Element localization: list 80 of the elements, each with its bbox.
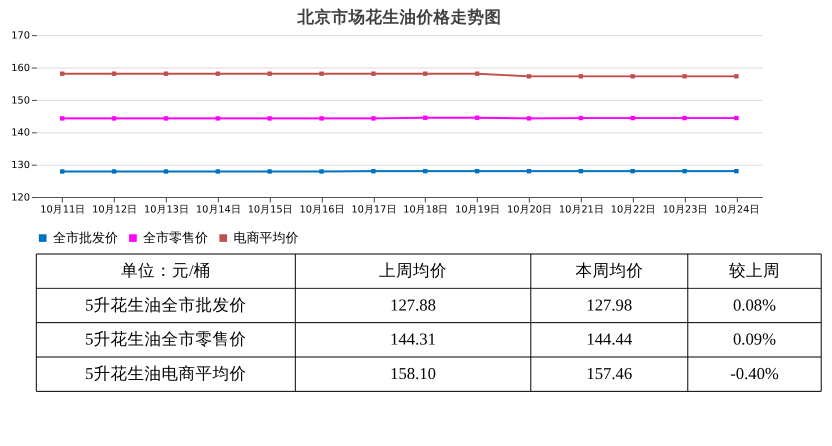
point bbox=[423, 72, 428, 76]
x-tick-label: 10月22日 bbox=[610, 204, 656, 216]
point bbox=[423, 168, 428, 174]
point bbox=[682, 116, 687, 120]
point bbox=[319, 72, 324, 76]
point bbox=[267, 72, 272, 76]
point bbox=[630, 168, 635, 174]
x-tick-label: 10月23日 bbox=[662, 204, 708, 216]
x-tick-label: 10月24日 bbox=[714, 204, 760, 216]
text: 5升花生油电商平均价 bbox=[85, 364, 246, 384]
text: 上周均价 bbox=[379, 261, 448, 280]
point bbox=[267, 116, 272, 121]
x-tick-label: 10月16日 bbox=[300, 204, 344, 216]
x-tick-label: 10月19日 bbox=[455, 204, 500, 216]
point bbox=[216, 116, 220, 121]
point bbox=[578, 168, 584, 174]
point bbox=[682, 168, 687, 174]
y-tick-label: 150 bbox=[11, 95, 30, 106]
point bbox=[371, 168, 376, 174]
point bbox=[630, 116, 635, 120]
point bbox=[371, 116, 376, 121]
point bbox=[423, 116, 428, 120]
text: 0.08% bbox=[732, 295, 776, 314]
y-tick-label: 170 bbox=[11, 30, 30, 42]
text: 157.46 bbox=[586, 364, 632, 384]
chart-title: 北京市场花生油价格走势图 bbox=[296, 7, 502, 26]
point bbox=[164, 116, 168, 121]
point bbox=[734, 168, 739, 174]
point bbox=[216, 72, 220, 76]
point bbox=[216, 169, 220, 174]
point bbox=[267, 169, 272, 174]
point bbox=[319, 116, 324, 121]
y-tick-label: 130 bbox=[11, 160, 30, 172]
text: 本周均价 bbox=[575, 261, 644, 280]
text: 127.88 bbox=[390, 295, 436, 314]
y-tick-label: 160 bbox=[11, 62, 30, 74]
point bbox=[682, 74, 687, 78]
x-tick-label: 10月13日 bbox=[144, 204, 189, 216]
point bbox=[734, 74, 739, 78]
x-tick-label: 10月18日 bbox=[403, 204, 448, 216]
text: 127.98 bbox=[586, 295, 632, 314]
point bbox=[578, 74, 584, 78]
text: 5升花生油全市零售价 bbox=[85, 330, 246, 349]
legend-label: 电商平均价 bbox=[234, 230, 299, 246]
text: 单位：元/桶 bbox=[120, 261, 211, 280]
text: 较上周 bbox=[728, 261, 780, 280]
legend-label: 全市批发价 bbox=[52, 230, 118, 246]
point bbox=[526, 116, 532, 121]
text: -0.40% bbox=[730, 364, 779, 384]
point bbox=[112, 72, 116, 76]
x-tick-label: 10月12日 bbox=[92, 204, 138, 216]
text: 144.44 bbox=[586, 330, 633, 349]
point bbox=[474, 72, 480, 76]
text: 158.10 bbox=[390, 364, 436, 384]
point bbox=[734, 116, 739, 120]
point bbox=[112, 169, 116, 174]
point bbox=[112, 116, 116, 121]
point bbox=[526, 74, 532, 78]
x-tick-label: 10月17日 bbox=[351, 204, 396, 216]
point bbox=[526, 168, 532, 174]
text: 144.31 bbox=[390, 330, 436, 349]
point bbox=[60, 116, 64, 121]
legend-label: 全市零售价 bbox=[143, 230, 208, 246]
point bbox=[60, 72, 64, 76]
point bbox=[474, 116, 480, 120]
x-tick-label: 10月15日 bbox=[248, 204, 293, 216]
point bbox=[60, 169, 64, 174]
point bbox=[164, 72, 168, 76]
text: 0.09% bbox=[732, 330, 776, 349]
x-tick-label: 10月14日 bbox=[196, 204, 241, 216]
point bbox=[630, 74, 635, 78]
point bbox=[578, 116, 584, 120]
x-tick-label: 10月21日 bbox=[558, 204, 604, 216]
y-tick-label: 140 bbox=[11, 128, 30, 139]
x-tick-label: 10月20日 bbox=[506, 204, 552, 216]
y-tick-label: 120 bbox=[11, 192, 30, 204]
x-tick-label: 10月11日 bbox=[40, 204, 86, 216]
text: 5升花生油全市批发价 bbox=[85, 295, 246, 314]
point bbox=[474, 168, 480, 174]
point bbox=[371, 72, 376, 76]
